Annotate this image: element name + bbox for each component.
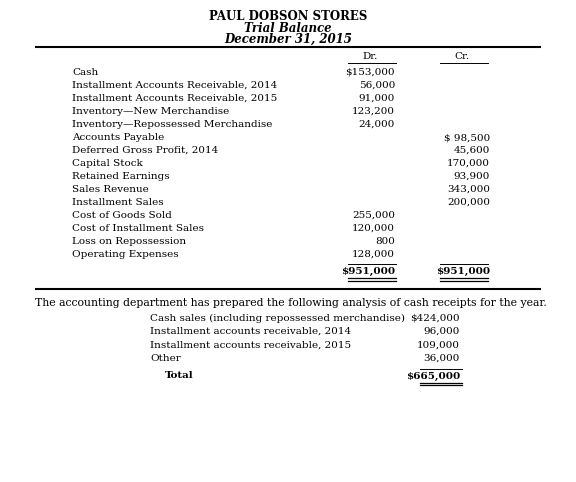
Text: 123,200: 123,200	[352, 107, 395, 116]
Text: Dr.: Dr.	[362, 52, 378, 61]
Text: 91,000: 91,000	[359, 94, 395, 103]
Text: 36,000: 36,000	[423, 354, 460, 363]
Text: 128,000: 128,000	[352, 250, 395, 259]
Text: Installment Accounts Receivable, 2015: Installment Accounts Receivable, 2015	[72, 94, 277, 103]
Text: Installment Accounts Receivable, 2014: Installment Accounts Receivable, 2014	[72, 81, 277, 90]
Text: 56,000: 56,000	[359, 81, 395, 90]
Text: The accounting department has prepared the following analysis of cash receipts f: The accounting department has prepared t…	[35, 297, 547, 308]
Text: 96,000: 96,000	[423, 327, 460, 336]
Text: $ 98,500: $ 98,500	[444, 133, 490, 142]
Text: Cost of Goods Sold: Cost of Goods Sold	[72, 211, 172, 220]
Text: Deferred Gross Profit, 2014: Deferred Gross Profit, 2014	[72, 146, 218, 155]
Text: 200,000: 200,000	[447, 198, 490, 207]
Text: Retained Earnings: Retained Earnings	[72, 172, 169, 181]
Text: Trial Balance: Trial Balance	[244, 22, 332, 35]
Text: 120,000: 120,000	[352, 224, 395, 233]
Text: 170,000: 170,000	[447, 159, 490, 168]
Text: Inventory—Repossessed Merchandise: Inventory—Repossessed Merchandise	[72, 120, 272, 129]
Text: $153,000: $153,000	[346, 68, 395, 77]
Text: Installment accounts receivable, 2015: Installment accounts receivable, 2015	[150, 340, 351, 349]
Text: Operating Expenses: Operating Expenses	[72, 250, 179, 259]
Text: 24,000: 24,000	[359, 120, 395, 129]
Text: Installment Sales: Installment Sales	[72, 198, 164, 207]
Text: $951,000: $951,000	[436, 267, 490, 276]
Text: Inventory—New Merchandise: Inventory—New Merchandise	[72, 107, 229, 116]
Text: Cash sales (including repossessed merchandise): Cash sales (including repossessed mercha…	[150, 313, 405, 322]
Text: Loss on Repossession: Loss on Repossession	[72, 237, 186, 246]
Text: December 31, 2015: December 31, 2015	[224, 33, 352, 46]
Text: PAUL DOBSON STORES: PAUL DOBSON STORES	[209, 10, 367, 23]
Text: Cost of Installment Sales: Cost of Installment Sales	[72, 224, 204, 233]
Text: Accounts Payable: Accounts Payable	[72, 133, 164, 142]
Text: Sales Revenue: Sales Revenue	[72, 185, 149, 194]
Text: 93,900: 93,900	[454, 172, 490, 181]
Text: 45,600: 45,600	[454, 146, 490, 155]
Text: 343,000: 343,000	[447, 185, 490, 194]
Text: Cr.: Cr.	[454, 52, 469, 61]
Text: 800: 800	[375, 237, 395, 246]
Text: $951,000: $951,000	[341, 267, 395, 276]
Text: 109,000: 109,000	[417, 340, 460, 349]
Text: Cash: Cash	[72, 68, 98, 77]
Text: Total: Total	[165, 372, 194, 380]
Text: 255,000: 255,000	[352, 211, 395, 220]
Text: Capital Stock: Capital Stock	[72, 159, 143, 168]
Text: Installment accounts receivable, 2014: Installment accounts receivable, 2014	[150, 327, 351, 336]
Text: $665,000: $665,000	[406, 372, 460, 380]
Text: Other: Other	[150, 354, 181, 363]
Text: $424,000: $424,000	[410, 313, 460, 322]
